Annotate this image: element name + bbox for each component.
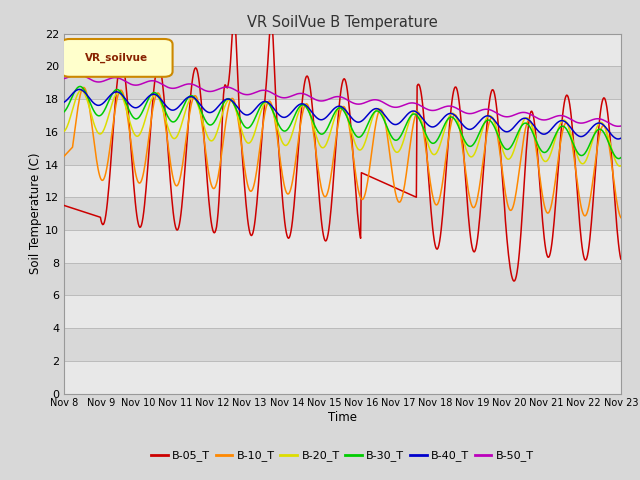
B-05_T	[127, 151, 135, 156]
B-30_T	[128, 113, 136, 119]
B-20_T	[185, 99, 193, 105]
B-50_T	[128, 82, 136, 87]
B-20_T	[411, 108, 419, 114]
B-30_T	[411, 111, 419, 117]
Bar	[64, 66, 621, 99]
B-05_T	[428, 208, 435, 214]
Title: VR SoilVue B Temperature: VR SoilVue B Temperature	[247, 15, 438, 30]
B-10_T	[428, 184, 435, 190]
FancyBboxPatch shape	[61, 39, 173, 77]
B-30_T	[70, 90, 78, 96]
B-05_T	[184, 126, 192, 132]
B-10_T	[79, 84, 87, 90]
Bar	[64, 263, 621, 295]
B-20_T	[214, 126, 222, 132]
B-40_T	[185, 94, 193, 100]
B-05_T	[617, 256, 625, 262]
Bar	[64, 328, 621, 361]
Bar	[64, 165, 621, 197]
Line: B-40_T: B-40_T	[64, 89, 621, 139]
B-05_T	[70, 206, 78, 212]
B-20_T	[77, 87, 85, 93]
B-40_T	[128, 104, 136, 109]
B-50_T	[214, 86, 222, 92]
B-50_T	[411, 100, 419, 106]
Bar	[64, 230, 621, 263]
B-50_T	[185, 81, 193, 87]
B-10_T	[128, 149, 136, 155]
B-50_T	[60, 76, 68, 82]
B-50_T	[617, 123, 625, 129]
Bar	[64, 34, 621, 66]
B-50_T	[614, 123, 622, 129]
B-50_T	[70, 72, 78, 78]
Line: B-05_T: B-05_T	[64, 16, 621, 281]
B-05_T	[411, 193, 419, 199]
B-30_T	[617, 155, 625, 161]
Y-axis label: Soil Temperature (C): Soil Temperature (C)	[29, 153, 42, 275]
B-10_T	[70, 132, 78, 138]
B-30_T	[60, 109, 68, 115]
Line: B-20_T: B-20_T	[64, 90, 621, 166]
B-40_T	[617, 135, 625, 141]
B-40_T	[76, 86, 83, 92]
Bar	[64, 295, 621, 328]
B-10_T	[411, 115, 419, 120]
Bar	[64, 132, 621, 165]
B-40_T	[614, 136, 622, 142]
B-20_T	[428, 149, 435, 155]
B-40_T	[60, 99, 68, 105]
B-20_T	[128, 126, 136, 132]
X-axis label: Time: Time	[328, 411, 357, 424]
B-50_T	[74, 72, 82, 77]
B-40_T	[411, 108, 419, 114]
Bar	[64, 197, 621, 230]
Line: B-50_T: B-50_T	[64, 74, 621, 126]
Line: B-10_T: B-10_T	[64, 87, 621, 217]
B-20_T	[617, 163, 625, 168]
Line: B-30_T: B-30_T	[64, 86, 621, 158]
Bar	[64, 99, 621, 132]
B-30_T	[428, 140, 435, 145]
B-10_T	[617, 215, 625, 220]
Legend: B-05_T, B-10_T, B-20_T, B-30_T, B-40_T, B-50_T: B-05_T, B-10_T, B-20_T, B-30_T, B-40_T, …	[147, 446, 538, 466]
B-05_T	[230, 13, 238, 19]
B-20_T	[616, 163, 624, 169]
B-30_T	[76, 84, 84, 89]
B-05_T	[214, 217, 221, 223]
Text: VR_soilvue: VR_soilvue	[85, 53, 148, 63]
B-50_T	[428, 108, 435, 113]
B-40_T	[70, 89, 78, 95]
B-40_T	[428, 124, 435, 130]
B-05_T	[510, 278, 518, 284]
B-30_T	[214, 112, 222, 118]
Bar	[64, 361, 621, 394]
B-40_T	[214, 104, 222, 109]
B-30_T	[614, 156, 622, 161]
B-20_T	[70, 101, 78, 107]
B-10_T	[60, 154, 68, 159]
B-10_T	[214, 174, 222, 180]
B-30_T	[185, 94, 193, 100]
B-10_T	[185, 117, 193, 122]
B-05_T	[60, 203, 68, 208]
B-20_T	[60, 129, 68, 134]
